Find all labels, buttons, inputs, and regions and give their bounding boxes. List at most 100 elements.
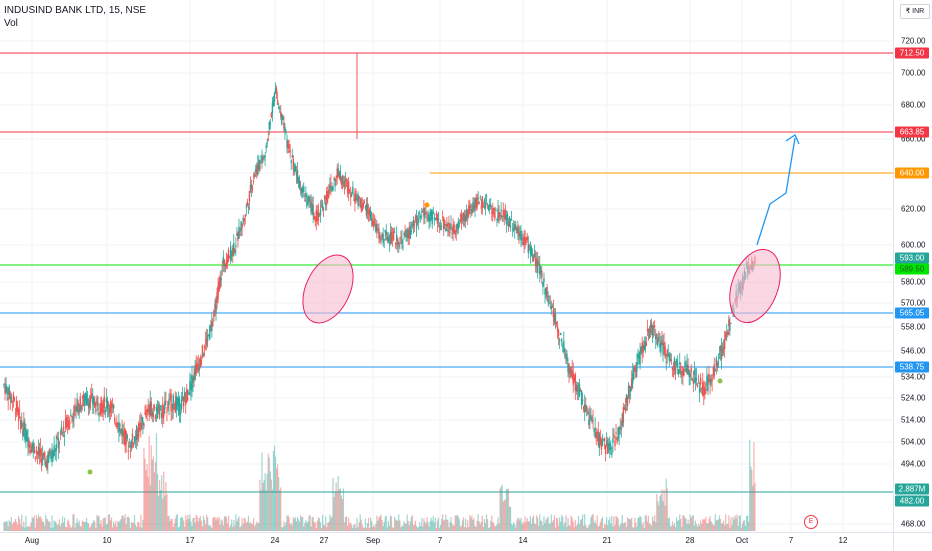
- volume-bar: [582, 514, 584, 531]
- volume-bar: [729, 527, 731, 531]
- candle-body: [355, 191, 357, 201]
- volume-bar: [386, 527, 388, 531]
- volume-bar: [616, 517, 618, 531]
- volume-bar: [306, 522, 308, 531]
- volume-bar: [140, 514, 142, 531]
- volume-bar: [560, 521, 562, 531]
- candle-body: [175, 396, 178, 410]
- candle-body: [146, 409, 148, 413]
- volume-bar: [623, 522, 625, 531]
- candle-body: [330, 182, 332, 187]
- volume-bar: [576, 524, 578, 531]
- candle-body: [234, 250, 236, 253]
- time-axis[interactable]: Aug 10 17 24 27 Sep 7 14 21 28 Oct 7 12: [0, 532, 893, 551]
- candle-body: [105, 398, 108, 402]
- earnings-marker[interactable]: E: [804, 515, 818, 529]
- price-tick-label: 700.00: [901, 68, 926, 78]
- volume-bar: [737, 525, 739, 531]
- volume-bar: [18, 515, 20, 531]
- candle-body: [244, 214, 246, 217]
- volume-bar: [743, 520, 746, 531]
- candle-body: [262, 157, 264, 160]
- candle-body: [718, 353, 721, 355]
- volume-bar: [25, 515, 27, 531]
- price-tick-label: 720.00: [901, 36, 926, 46]
- candle-body: [185, 397, 187, 405]
- volume-bar: [133, 514, 136, 531]
- volume-bar: [488, 527, 490, 531]
- volume-bar: [218, 516, 220, 531]
- volume-bar: [657, 501, 659, 531]
- price-axis[interactable]: ₹ INR 720.00 700.00 680.00 660.00 640.00 620.…: [893, 0, 932, 532]
- volume-bar: [469, 514, 471, 531]
- volume-bar: [106, 523, 108, 531]
- candle-body: [170, 394, 172, 411]
- candle-body: [366, 203, 369, 214]
- candle-body: [128, 445, 131, 447]
- volume-bar: [459, 526, 462, 531]
- candle-body: [557, 330, 560, 337]
- candle-body: [649, 324, 652, 333]
- volume-bar: [748, 521, 750, 531]
- candle-body: [564, 353, 566, 356]
- candle-body: [65, 417, 68, 428]
- volume-bar: [261, 452, 263, 531]
- candle-body: [225, 260, 228, 267]
- candle-body: [23, 421, 25, 431]
- volume-bar: [89, 527, 91, 531]
- volume-bar: [460, 525, 463, 531]
- price-chart[interactable]: [0, 0, 893, 532]
- volume-bar: [54, 521, 56, 531]
- volume-bar: [254, 526, 256, 531]
- candle-body: [116, 422, 118, 427]
- candle-body: [107, 404, 110, 407]
- volume-bar: [625, 526, 628, 531]
- candle-body: [267, 138, 269, 141]
- candle-body: [497, 208, 499, 221]
- candle-body: [485, 195, 488, 197]
- volume-bar: [612, 526, 614, 531]
- candle-body: [270, 113, 273, 118]
- volume-bar: [674, 527, 677, 531]
- currency-button[interactable]: ₹ INR: [900, 4, 930, 19]
- candle-body: [154, 416, 157, 419]
- volume-bar: [626, 517, 629, 531]
- candle-body: [392, 231, 395, 241]
- volume-bar: [436, 520, 439, 531]
- candle-body: [680, 365, 682, 375]
- candle-body: [61, 432, 64, 434]
- candle-body: [181, 396, 184, 400]
- price-tick-label: 558.00: [901, 322, 926, 332]
- candle-body: [628, 394, 631, 396]
- volume-bar: [539, 514, 541, 531]
- candle-body: [14, 412, 17, 414]
- candle-body: [245, 206, 248, 208]
- volume-bar: [362, 527, 364, 531]
- volume-bar: [29, 526, 31, 531]
- volume-bar: [414, 520, 417, 531]
- volume-bar: [707, 523, 709, 531]
- candle-body: [235, 245, 237, 247]
- candle-body: [257, 163, 259, 170]
- chart-pane[interactable]: INDUSIND BANK LTD, 15, NSE Vol E: [0, 0, 893, 532]
- volume-bar: [464, 527, 466, 531]
- volume-bar: [596, 515, 598, 531]
- volume-bar: [320, 527, 323, 531]
- candle-body: [725, 332, 727, 340]
- volume-bar: [702, 518, 704, 531]
- candle-body: [70, 414, 72, 416]
- candle-body: [705, 392, 707, 394]
- volume-bar: [43, 521, 45, 531]
- candle-body: [337, 168, 339, 177]
- price-tick-label: 524.00: [901, 393, 926, 403]
- candle-body: [689, 373, 691, 378]
- candle-body: [541, 270, 543, 278]
- candle-body: [16, 405, 19, 413]
- volume-bar: [227, 515, 230, 531]
- candle-body: [41, 454, 44, 461]
- candle-body: [351, 192, 353, 196]
- candle-body: [568, 364, 570, 375]
- volume-bar: [518, 518, 520, 531]
- volume-bar: [337, 475, 339, 531]
- volume-bar: [350, 522, 352, 531]
